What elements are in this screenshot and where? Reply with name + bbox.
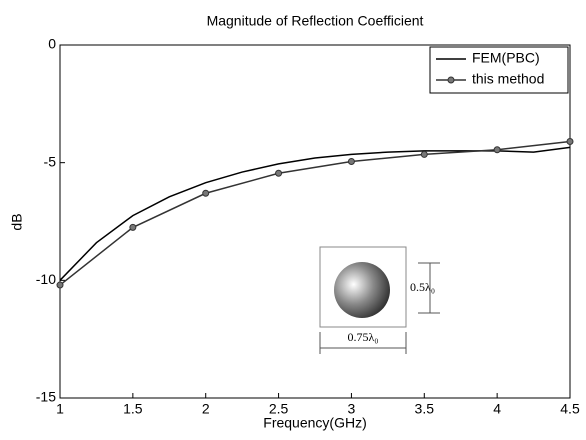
point	[56, 281, 64, 289]
annotation: 0.75λ₀	[347, 330, 378, 344]
x-tick-label: 4	[493, 401, 501, 417]
point	[566, 137, 574, 145]
legend-marker	[447, 76, 455, 84]
x-tick-label: 1	[56, 401, 64, 417]
x-tick-label: 4.5	[560, 401, 580, 417]
chart-title: Magnitude of Reflection Coefficient	[207, 13, 424, 29]
y-tick-label: 0	[48, 36, 56, 52]
plot-frame	[59, 44, 571, 399]
legend-label: this method	[472, 71, 544, 87]
y-tick-label: -10	[36, 271, 56, 287]
inset: 0.5λ₀ 0.75λ₀	[319, 246, 440, 354]
point	[347, 157, 355, 165]
legend-label: FEM(PBC)	[472, 50, 540, 66]
point	[420, 150, 428, 158]
point	[275, 169, 283, 177]
y-tick-label: -15	[36, 389, 56, 405]
x-tick-label: 3	[348, 401, 356, 417]
legend-box	[429, 46, 569, 94]
x-tick-label: 2.5	[269, 401, 289, 417]
x-tick-label: 2	[202, 401, 210, 417]
annotation: 0.5λ₀	[410, 280, 435, 294]
point	[493, 146, 501, 154]
point	[202, 189, 210, 197]
point	[129, 223, 137, 231]
series-line	[59, 140, 571, 286]
sphere	[334, 262, 390, 318]
x-tick-label: 1.5	[123, 401, 143, 417]
y-tick-label: -5	[44, 153, 57, 169]
y-axis-label: dB	[9, 213, 25, 230]
x-tick-label: 3.5	[415, 401, 435, 417]
x-axis-label: Frequency(GHz)	[263, 415, 366, 431]
